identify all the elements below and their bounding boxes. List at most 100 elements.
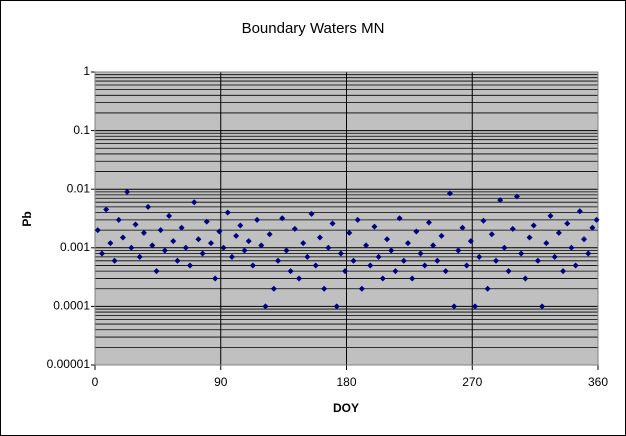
point — [421, 262, 428, 269]
point — [98, 250, 105, 257]
point — [472, 303, 479, 310]
point — [497, 197, 504, 204]
point — [400, 257, 407, 264]
point — [254, 216, 261, 223]
point — [228, 253, 235, 260]
point — [207, 240, 214, 247]
point — [262, 303, 269, 310]
point — [350, 257, 357, 264]
point — [249, 262, 256, 269]
point — [522, 275, 529, 282]
point — [316, 234, 323, 241]
point — [161, 247, 168, 254]
point — [530, 222, 537, 229]
point — [526, 234, 533, 241]
point — [509, 225, 516, 232]
x-axis-label: DOY — [333, 401, 359, 415]
point — [199, 250, 206, 257]
y-tick-label: 0.1 — [73, 123, 90, 137]
point — [358, 285, 365, 292]
point — [543, 240, 550, 247]
point — [593, 216, 600, 223]
point — [392, 268, 399, 275]
x-tick-label: 180 — [336, 375, 356, 389]
point — [128, 244, 135, 251]
y-tick-label: 1 — [83, 64, 90, 78]
point — [379, 275, 386, 282]
point — [182, 244, 189, 251]
point — [534, 257, 541, 264]
point — [241, 247, 248, 254]
point — [308, 210, 315, 217]
point — [237, 222, 244, 229]
point — [279, 215, 286, 222]
point — [170, 238, 177, 245]
point — [513, 193, 520, 200]
point — [191, 199, 198, 206]
point — [337, 250, 344, 257]
point — [354, 216, 361, 223]
point — [438, 232, 445, 239]
point — [585, 250, 592, 257]
point — [329, 220, 336, 227]
point — [425, 219, 432, 226]
x-tick-label: 270 — [462, 375, 482, 389]
point — [136, 253, 143, 260]
point — [539, 303, 546, 310]
point — [396, 215, 403, 222]
point — [140, 229, 147, 236]
point — [287, 268, 294, 275]
point — [94, 227, 101, 234]
point — [174, 257, 181, 264]
point — [488, 231, 495, 238]
point — [572, 262, 579, 269]
point — [195, 236, 202, 243]
point — [124, 188, 131, 195]
point — [149, 242, 156, 249]
point — [463, 262, 470, 269]
point — [442, 268, 449, 275]
point — [430, 242, 437, 249]
point — [312, 262, 319, 269]
point — [413, 228, 420, 235]
point — [115, 216, 122, 223]
point — [434, 257, 441, 264]
point — [145, 203, 152, 210]
point — [111, 257, 118, 264]
point — [518, 250, 525, 257]
point — [564, 220, 571, 227]
point — [384, 236, 391, 243]
point — [321, 285, 328, 292]
point — [547, 212, 554, 219]
point — [270, 285, 277, 292]
point — [220, 244, 227, 251]
point — [589, 224, 596, 231]
point — [245, 238, 252, 245]
point — [178, 224, 185, 231]
point — [266, 231, 273, 238]
y-axis-label: Pb — [20, 211, 34, 226]
point — [459, 224, 466, 231]
point — [295, 275, 302, 282]
point — [346, 229, 353, 236]
y-tick-label: 0.0001 — [53, 299, 90, 313]
point — [480, 217, 487, 224]
point — [212, 275, 219, 282]
point — [371, 223, 378, 230]
point — [576, 208, 583, 215]
point — [224, 209, 231, 216]
point — [300, 240, 307, 247]
point — [233, 232, 240, 239]
point — [501, 244, 508, 251]
point — [216, 228, 223, 235]
point — [103, 206, 110, 213]
y-tick-label: 0.01 — [67, 181, 91, 195]
point — [455, 247, 462, 254]
point — [505, 268, 512, 275]
point — [153, 268, 160, 275]
point — [555, 229, 562, 236]
point — [157, 227, 164, 234]
point — [388, 247, 395, 254]
